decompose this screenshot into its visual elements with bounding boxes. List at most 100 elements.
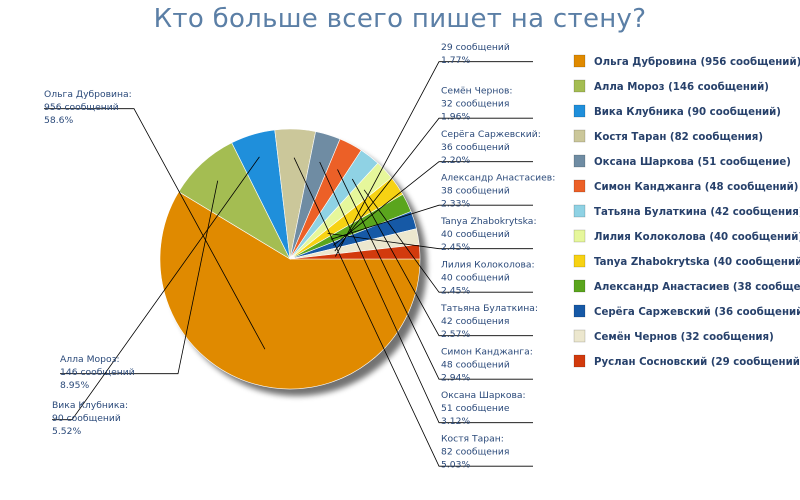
legend-swatch bbox=[573, 154, 586, 168]
callout-text: 8.95% bbox=[60, 380, 89, 391]
legend-swatch bbox=[573, 79, 586, 93]
legend-item-вика-клубника: Вика Клубника (90 сообщений) bbox=[573, 104, 781, 118]
leader-line bbox=[60, 180, 219, 375]
callout-text: 1.77% bbox=[441, 55, 470, 66]
callout-text: 2.94% bbox=[441, 373, 470, 384]
legend-label: Оксана Шаркова (51 сообщение) bbox=[594, 156, 791, 168]
legend-label: Костя Таран (82 сообщения) bbox=[594, 131, 763, 143]
legend-item-tanya-zhabokrytska: Tanya Zhabokrytska (40 сообщений) bbox=[573, 254, 800, 268]
legend-item-руслан-сосновский: Руслан Сосновский (29 сообщений) bbox=[573, 354, 800, 368]
callout-text: 90 сообщений bbox=[52, 413, 121, 424]
callout-text: 42 сообщения bbox=[441, 316, 509, 327]
leader-line bbox=[337, 169, 533, 380]
pie-slice-ольга-дубровина bbox=[159, 191, 421, 390]
legend-item-лилия-колоколова: Лилия Колоколова (40 сообщений) bbox=[573, 229, 800, 243]
callout-text: Ольга Дубровина: bbox=[44, 89, 132, 100]
leader-line bbox=[351, 178, 533, 337]
legend-item-александр-анастасиев: Александр Анастасиев (38 сообщений) bbox=[573, 279, 800, 293]
legend-label: Лилия Колоколова (40 сообщений) bbox=[594, 231, 800, 243]
pie-slice-руслан-сосновский bbox=[289, 244, 421, 260]
callout-алла-мороз: Алла Мороз: 146 сообщений 8.95% bbox=[60, 354, 135, 391]
callout-татьяна-булаткина: Татьяна Булаткина: 42 сообщения 2.57% bbox=[440, 303, 538, 340]
callout-text: 40 сообщений bbox=[441, 229, 510, 240]
legend-swatch bbox=[573, 204, 586, 218]
callout-text: 1.96% bbox=[441, 112, 470, 123]
callout-text: 32 сообщения bbox=[441, 99, 509, 110]
callout-серёга-саржевский: Серёга Саржевский: 36 сообщений 2.20% bbox=[441, 129, 541, 166]
callout-семён-чернов: Семён Чернов: 32 сообщения 1.96% bbox=[441, 86, 513, 123]
callout-симон-канджанга: Симон Канджанга: 48 сообщений 2.94% bbox=[441, 347, 533, 384]
callout-text: Tanya Zhabokrytska: bbox=[440, 216, 537, 227]
callout-text: 5.03% bbox=[441, 460, 470, 471]
callout-text: 2.33% bbox=[441, 199, 470, 210]
leader-line bbox=[52, 156, 260, 421]
callout-оксана-шаркова: Оксана Шаркова: 51 сообщение 3.12% bbox=[441, 390, 526, 427]
legend-label: Алла Мороз (146 сообщений) bbox=[594, 81, 769, 93]
legend-item-алла-мороз: Алла Мороз (146 сообщений) bbox=[573, 79, 769, 93]
callout-text: 956 сообщений bbox=[44, 102, 119, 113]
legend-item-оксана-шаркова: Оксана Шаркова (51 сообщение) bbox=[573, 154, 791, 168]
callout-text: Симон Канджанга: bbox=[441, 347, 533, 358]
legend-label: Татьяна Булаткина (42 сообщения) bbox=[594, 206, 800, 218]
callout-text: Татьяна Булаткина: bbox=[440, 303, 538, 314]
callout-text: Лилия Колоколова: bbox=[441, 260, 535, 271]
legend-swatch bbox=[573, 329, 586, 343]
callout-text: 82 сообщения bbox=[441, 447, 509, 458]
leader-line bbox=[363, 189, 533, 293]
callout-text: 2.45% bbox=[441, 242, 470, 253]
legend-item-симон-канджанга: Симон Канджанга (48 сообщений) bbox=[573, 179, 798, 193]
callout-вика-клубника: Вика Клубника: 90 сообщений 5.52% bbox=[52, 400, 128, 437]
leader-line bbox=[334, 117, 533, 252]
callout-text: 3.12% bbox=[441, 416, 470, 427]
callout-text: Серёга Саржевский: bbox=[441, 129, 541, 140]
legend-swatch bbox=[573, 229, 586, 243]
legend-swatch bbox=[573, 304, 586, 318]
chart-title: Кто больше всего пишет на стену? bbox=[153, 4, 647, 34]
callout-text: Семён Чернов: bbox=[441, 86, 513, 97]
callout-text: 48 сообщений bbox=[441, 360, 510, 371]
leader-line bbox=[335, 61, 533, 257]
leader-line bbox=[333, 161, 533, 246]
callout-text: 2.45% bbox=[441, 286, 470, 297]
callout-руслан-сосновский: 29 сообщений 1.77% bbox=[441, 42, 510, 66]
legend-label: Вика Клубника (90 сообщений) bbox=[594, 106, 781, 118]
leader-line bbox=[327, 233, 533, 250]
legend-label: Руслан Сосновский (29 сообщений) bbox=[594, 356, 800, 368]
legend-swatch bbox=[573, 129, 586, 143]
callout-лилия-колоколова: Лилия Колоколова: 40 сообщений 2.45% bbox=[441, 260, 535, 297]
legend-label: Ольга Дубровина (956 сообщений) bbox=[594, 56, 800, 68]
leader-line bbox=[330, 204, 533, 240]
legend-swatch bbox=[573, 179, 586, 193]
legend-label: Семён Чернов (32 сообщения) bbox=[594, 331, 774, 343]
legend-swatch bbox=[573, 354, 586, 368]
callout-text: Алла Мороз: bbox=[60, 354, 120, 365]
callout-text: 38 сообщений bbox=[441, 186, 510, 197]
callout-text: 29 сообщений bbox=[441, 42, 510, 53]
callout-text: Оксана Шаркова: bbox=[441, 390, 526, 401]
legend-item-костя-таран: Костя Таран (82 сообщения) bbox=[573, 129, 763, 143]
callout-text: 51 сообщение bbox=[441, 403, 510, 414]
legend-item-семён-чернов: Семён Чернов (32 сообщения) bbox=[573, 329, 774, 343]
callout-text: 40 сообщений bbox=[441, 273, 510, 284]
legend-swatch bbox=[573, 254, 586, 268]
legend-label: Серёга Саржевский (36 сообщений) bbox=[594, 306, 800, 318]
callout-ольга-дубровина: Ольга Дубровина: 956 сообщений 58.6% bbox=[44, 89, 132, 126]
legend-item-ольга-дубровина: Ольга Дубровина (956 сообщений) bbox=[573, 54, 800, 68]
legend-swatch bbox=[573, 54, 586, 68]
callout-text: 2.57% bbox=[441, 329, 470, 340]
leader-line bbox=[319, 161, 533, 424]
legend-swatch bbox=[573, 104, 586, 118]
leader-line bbox=[293, 157, 533, 467]
callout-text: Вика Клубника: bbox=[52, 400, 128, 411]
legend-label: Симон Канджанга (48 сообщений) bbox=[594, 181, 798, 193]
callout-text: Александр Анастасиев: bbox=[441, 173, 555, 184]
leader-line bbox=[44, 108, 266, 350]
legend-item-серёга-саржевский: Серёга Саржевский (36 сообщений) bbox=[573, 304, 800, 318]
legend-item-татьяна-булаткина: Татьяна Булаткина (42 сообщения) bbox=[573, 204, 800, 218]
legend-label: Александр Анастасиев (38 сообщений) bbox=[594, 281, 800, 293]
callout-text: 5.52% bbox=[52, 426, 81, 437]
callout-text: 2.20% bbox=[441, 155, 470, 166]
callout-text: Костя Таран: bbox=[441, 434, 504, 445]
